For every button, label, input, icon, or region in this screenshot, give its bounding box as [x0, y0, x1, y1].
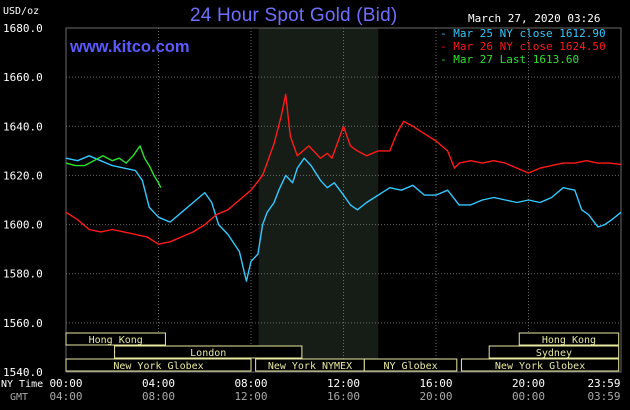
y-tick-label-5: 1640.0 [3, 120, 43, 133]
session-bar-5 [518, 332, 620, 346]
gmt-tick-label-1: 08:00 [142, 390, 175, 403]
chart-title: 24 Hour Spot Gold (Bid) [190, 5, 398, 26]
session-label-4: NY Globex [383, 361, 437, 372]
y-axis-ticks: 1540.0 1560.0 1580.0 1600.0 1620.0 1640.0 1660… [3, 22, 43, 379]
website-label[interactable]: www.kitco.com [70, 38, 190, 56]
ny-tick-label-6: 23:59 [587, 377, 620, 390]
legend-entry-mar25: - Mar 25 NY close 1612.90 [440, 27, 606, 40]
y-tick-label-7: 1680.0 [3, 22, 43, 35]
legend-entry-mar26: - Mar 26 NY close 1624.50 [440, 40, 606, 53]
ny-tick-label-0: 00:00 [49, 377, 82, 390]
ny-tick-label-3: 12:00 [327, 377, 360, 390]
gmt-tick-label-4: 20:00 [419, 390, 452, 403]
series-line-2 [65, 93, 622, 245]
ny-tick-label-4: 16:00 [419, 377, 452, 390]
session-bar-1 [114, 345, 303, 359]
ny-time-axis-label: NY Time [1, 379, 43, 390]
session-bar-7 [460, 358, 620, 372]
plot-border [65, 27, 622, 373]
y-tick-label-0: 1540.0 [3, 366, 43, 379]
ny-tick-label-5: 20:00 [512, 377, 545, 390]
gmt-tick-label-0: 04:00 [49, 390, 82, 403]
session-bar-6 [488, 345, 620, 359]
gmt-tick-label-2: 12:00 [234, 390, 267, 403]
gmt-tick-label-3: 16:00 [327, 390, 360, 403]
y-tick-label-3: 1600.0 [3, 219, 43, 232]
session-label-5: Hong Kong [542, 335, 596, 346]
session-label-6: Sydney [536, 348, 572, 359]
ny-tick-label-2: 08:00 [234, 377, 267, 390]
gmt-axis-label: GMT [10, 392, 28, 403]
session-bar-0 [65, 332, 166, 346]
gmt-tick-label-5: 00:00 [512, 390, 545, 403]
y-tick-label-2: 1580.0 [3, 268, 43, 281]
ny-tick-label-1: 04:00 [142, 377, 175, 390]
chart-timestamp: March 27, 2020 03:26 [468, 12, 601, 25]
nymex-session-shading [258, 28, 379, 372]
legend-entry-mar27: - Mar 27 Last 1613.60 [440, 53, 580, 66]
market-session-bars: Hong Kong London New York Globex New York N… [65, 332, 620, 372]
y-axis-units: USD/oz [3, 6, 40, 17]
session-label-7: New York Globex [495, 361, 585, 372]
y-tick-label-4: 1620.0 [3, 169, 43, 182]
session-label-3: New York NYMEX [268, 361, 352, 372]
session-bar-2 [65, 358, 252, 372]
gmt-tick-label-6: 03:59 [587, 390, 620, 403]
series-line-1 [65, 155, 622, 282]
y-tick-label-6: 1660.0 [3, 71, 43, 84]
session-bar-4 [363, 358, 458, 372]
session-label-0: Hong Kong [89, 335, 143, 346]
session-label-2: New York Globex [113, 361, 203, 372]
chart-grid [65, 27, 622, 373]
chart-series [65, 93, 622, 282]
series-line-3 [65, 145, 162, 188]
session-label-1: London [190, 348, 226, 359]
y-tick-label-1: 1560.0 [3, 317, 43, 330]
chart-legend: - Mar 25 NY close 1612.90 - Mar 26 NY cl… [440, 27, 606, 66]
